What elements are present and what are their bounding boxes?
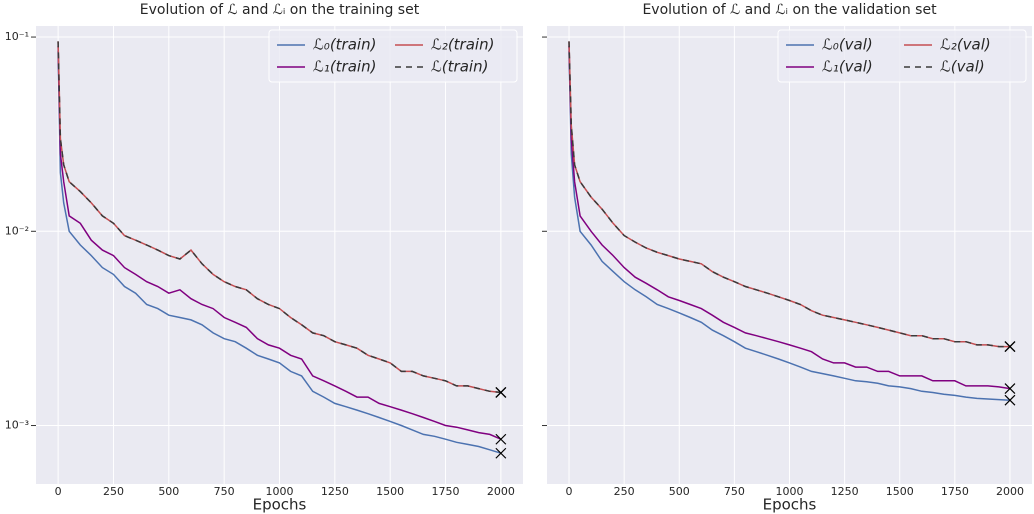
final-marker <box>495 387 507 398</box>
x-tick-label: 1500 <box>376 485 404 498</box>
x-tick-label: 0 <box>566 485 573 498</box>
x-tick-label: 1750 <box>432 485 460 498</box>
x-tick-label: 1750 <box>941 485 969 498</box>
legend-box <box>268 29 518 83</box>
legend-label: ℒ₁(val) <box>822 58 873 76</box>
x-tick-label: 250 <box>614 485 635 498</box>
legend-label: ℒ₀(val) <box>822 36 873 54</box>
legend-label: ℒ(train) <box>431 58 488 76</box>
final-marker <box>1004 383 1016 394</box>
chart-title: Evolution of ℒ and ℒᵢ on the training se… <box>140 2 420 18</box>
x-tick-label: 500 <box>669 485 690 498</box>
x-tick-label: 1000 <box>776 485 804 498</box>
final-marker <box>495 433 507 445</box>
x-tick-label: 0 <box>55 485 62 498</box>
x-tick-label: 750 <box>724 485 745 498</box>
y-tick-label: 10⁻¹ <box>5 30 29 43</box>
series-line <box>568 50 1011 401</box>
series-line <box>57 45 502 440</box>
legend-label: ℒ₁(train) <box>313 58 376 76</box>
series-line <box>568 41 1010 348</box>
legend-box <box>777 29 1027 83</box>
x-tick-label: 1500 <box>886 485 914 498</box>
panel: Evolution of ℒ and ℒᵢ on the training se… <box>5 2 523 514</box>
series-line <box>57 41 501 394</box>
x-axis-label: Epochs <box>253 496 307 514</box>
chart-title: Evolution of ℒ and ℒᵢ on the validation … <box>642 2 937 18</box>
final-marker <box>1004 341 1016 352</box>
x-tick-label: 1000 <box>266 485 294 498</box>
y-tick-label: 10⁻² <box>5 224 29 237</box>
x-tick-label: 2000 <box>996 485 1024 498</box>
x-tick-label: 1250 <box>831 485 859 498</box>
final-marker <box>1004 394 1016 406</box>
legend-label: ℒ₂(val) <box>940 36 991 54</box>
x-tick-label: 1250 <box>321 485 349 498</box>
legend-label: ℒ₂(train) <box>431 36 494 54</box>
x-tick-label: 750 <box>214 485 235 498</box>
panel: Evolution of ℒ and ℒᵢ on the validation … <box>542 2 1032 514</box>
x-tick-label: 2000 <box>487 485 515 498</box>
y-tick-label: 10⁻³ <box>5 419 29 432</box>
x-tick-label: 500 <box>158 485 179 498</box>
x-axis-label: Epochs <box>763 496 817 514</box>
x-tick-label: 250 <box>103 485 124 498</box>
legend-label: ℒ(val) <box>940 58 985 76</box>
series-line <box>57 50 502 454</box>
legend-label: ℒ₀(train) <box>313 36 376 54</box>
final-marker <box>495 447 507 459</box>
series-line <box>568 45 1011 390</box>
